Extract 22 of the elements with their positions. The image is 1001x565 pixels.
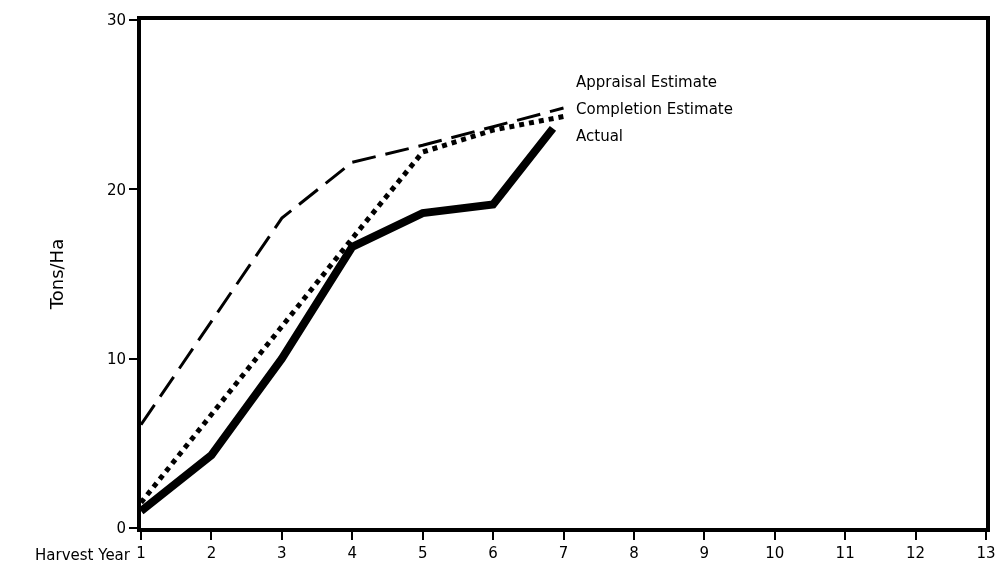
x-tick-label: 10 <box>765 544 785 562</box>
y-tick-label: 30 <box>106 11 126 30</box>
x-tick-label: 12 <box>906 544 926 562</box>
x-axis-title: Harvest Year <box>35 546 131 564</box>
x-tick-label: 13 <box>976 544 996 562</box>
series-label: Actual <box>576 127 623 145</box>
x-tick-label: 8 <box>629 544 639 562</box>
x-tick-label: 2 <box>206 544 217 562</box>
x-tick-label: 1 <box>136 544 146 562</box>
x-tick-label: 11 <box>835 544 855 562</box>
x-tick-label: 5 <box>417 544 428 562</box>
x-tick-label: 9 <box>699 544 710 562</box>
x-tick-label: 7 <box>558 544 569 562</box>
x-tick-label: 4 <box>347 544 358 562</box>
y-axis-title: Tons/Ha <box>45 238 67 311</box>
y-tick-label: 20 <box>106 180 126 199</box>
x-tick-label: 6 <box>488 544 498 562</box>
series-label: Appraisal Estimate <box>576 73 718 91</box>
x-tick-label: 3 <box>277 544 287 562</box>
y-tick-label: 0 <box>116 519 126 538</box>
series-label: Completion Estimate <box>576 100 733 118</box>
y-tick-label: 10 <box>106 349 126 368</box>
